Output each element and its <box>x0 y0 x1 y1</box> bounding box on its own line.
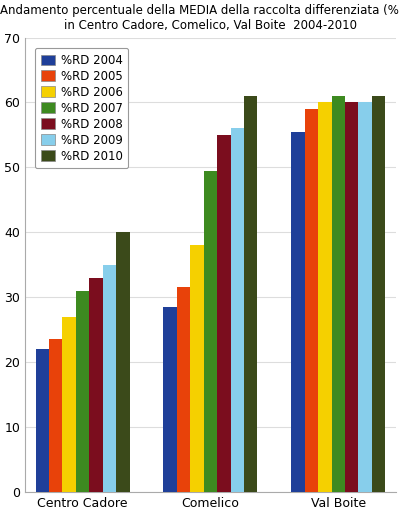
Bar <box>217 135 230 492</box>
Bar <box>49 339 62 492</box>
Bar <box>372 96 385 492</box>
Bar <box>177 287 190 492</box>
Bar <box>116 232 130 492</box>
Bar <box>36 349 49 492</box>
Bar <box>291 132 305 492</box>
Bar <box>230 128 244 492</box>
Bar <box>345 102 358 492</box>
Bar <box>62 317 76 492</box>
Bar <box>89 278 103 492</box>
Bar <box>332 96 345 492</box>
Title: Andamento percentuale della MEDIA della raccolta differenziata (%RD)
in Centro C: Andamento percentuale della MEDIA della … <box>0 4 400 32</box>
Bar <box>103 265 116 492</box>
Legend: %RD 2004, %RD 2005, %RD 2006, %RD 2007, %RD 2008, %RD 2009, %RD 2010: %RD 2004, %RD 2005, %RD 2006, %RD 2007, … <box>35 48 128 169</box>
Bar <box>164 307 177 492</box>
Bar <box>318 102 332 492</box>
Bar <box>76 291 89 492</box>
Bar <box>305 109 318 492</box>
Bar <box>244 96 258 492</box>
Bar <box>358 102 372 492</box>
Bar <box>204 171 217 492</box>
Bar <box>190 245 204 492</box>
